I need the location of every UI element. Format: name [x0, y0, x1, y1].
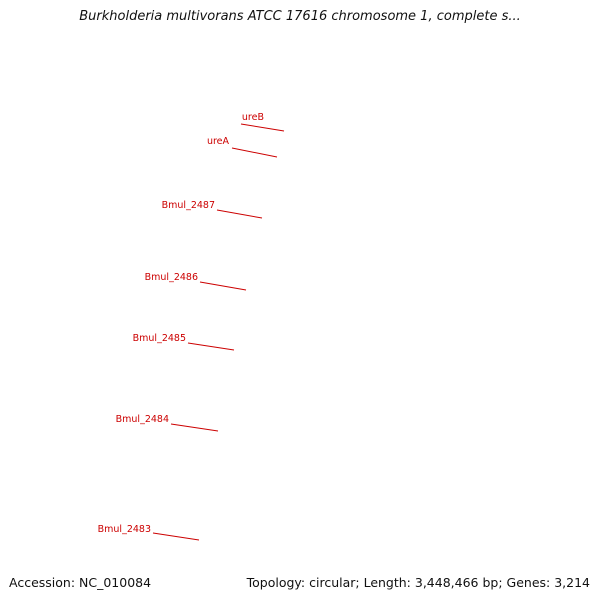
gene-label-leader: [216, 209, 263, 219]
gene-label: ureA: [207, 136, 230, 147]
gene-label: Bmul_2487: [162, 200, 215, 211]
accession-text: Accession: NC_010084: [9, 575, 152, 590]
gene-label: Bmul_2484: [116, 414, 169, 425]
map-title: Burkholderia multivorans ATCC 17616 chro…: [79, 9, 521, 24]
gene-label-leader: [240, 123, 285, 132]
gene-label: Bmul_2483: [98, 524, 151, 535]
summary-text: Topology: circular; Length: 3,448,466 bp…: [246, 575, 590, 590]
gene-label-leader: [187, 342, 235, 351]
gene-label-leader: [231, 147, 278, 158]
gene-label-leader: [170, 423, 219, 432]
gene-label: Bmul_2485: [133, 333, 186, 344]
gene-label-leader: [199, 281, 247, 291]
gene-label: Bmul_2486: [145, 272, 198, 283]
gene-label: ureB: [242, 112, 264, 123]
gene-labels: ureB ureA Bmul_2487 Bmul_2486 Bmul_2485 Bmul_…: [98, 112, 285, 541]
gene-label-leader: [152, 532, 200, 541]
